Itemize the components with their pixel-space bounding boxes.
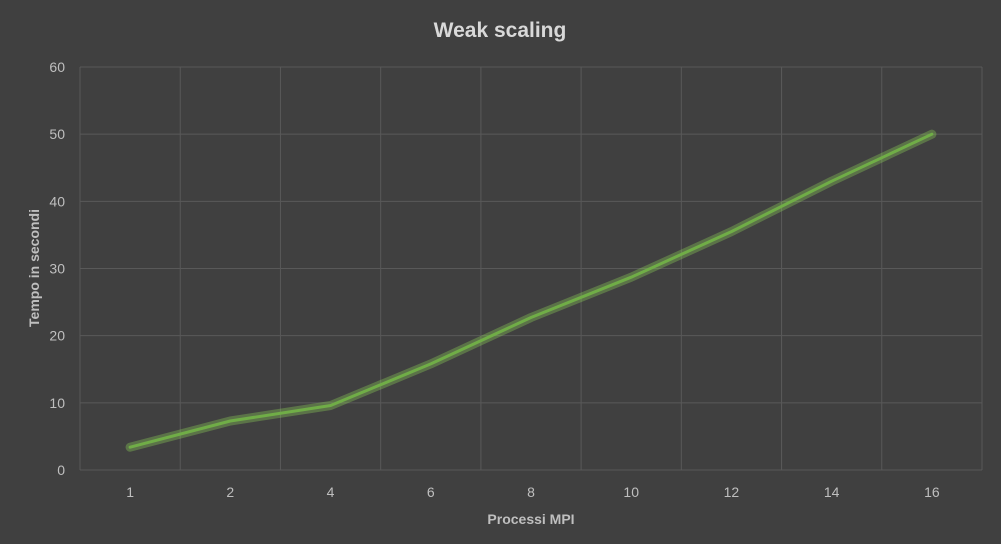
x-tick-label: 8: [527, 484, 535, 500]
x-axis-ticks: 1 2 4 6 8 10 12 14 16: [126, 484, 940, 500]
series-line-glow: [125, 129, 937, 452]
x-tick-label: 16: [924, 484, 940, 500]
gridlines: [79, 66, 983, 471]
x-tick-label: 10: [623, 484, 639, 500]
chart-title: Weak scaling: [434, 19, 567, 42]
x-tick-label: 6: [427, 484, 435, 500]
series-line: [128, 132, 934, 449]
y-tick-label: 30: [49, 261, 65, 277]
x-tick-label: 12: [724, 484, 740, 500]
x-tick-label: 1: [126, 484, 134, 500]
y-tick-label: 60: [49, 59, 65, 75]
y-tick-label: 50: [49, 126, 65, 142]
series-layer: [125, 129, 937, 452]
x-tick-label: 4: [327, 484, 335, 500]
y-tick-label: 20: [49, 328, 65, 344]
y-tick-label: 0: [57, 462, 65, 478]
x-tick-label: 2: [226, 484, 234, 500]
y-axis-title: Tempo in secondi: [26, 209, 42, 327]
y-tick-label: 10: [49, 395, 65, 411]
x-axis-title: Processi MPI: [487, 511, 574, 527]
y-tick-label: 40: [49, 193, 65, 209]
y-axis-ticks: 0 10 20 30 40 50 60: [49, 59, 65, 478]
x-tick-label: 14: [824, 484, 840, 500]
